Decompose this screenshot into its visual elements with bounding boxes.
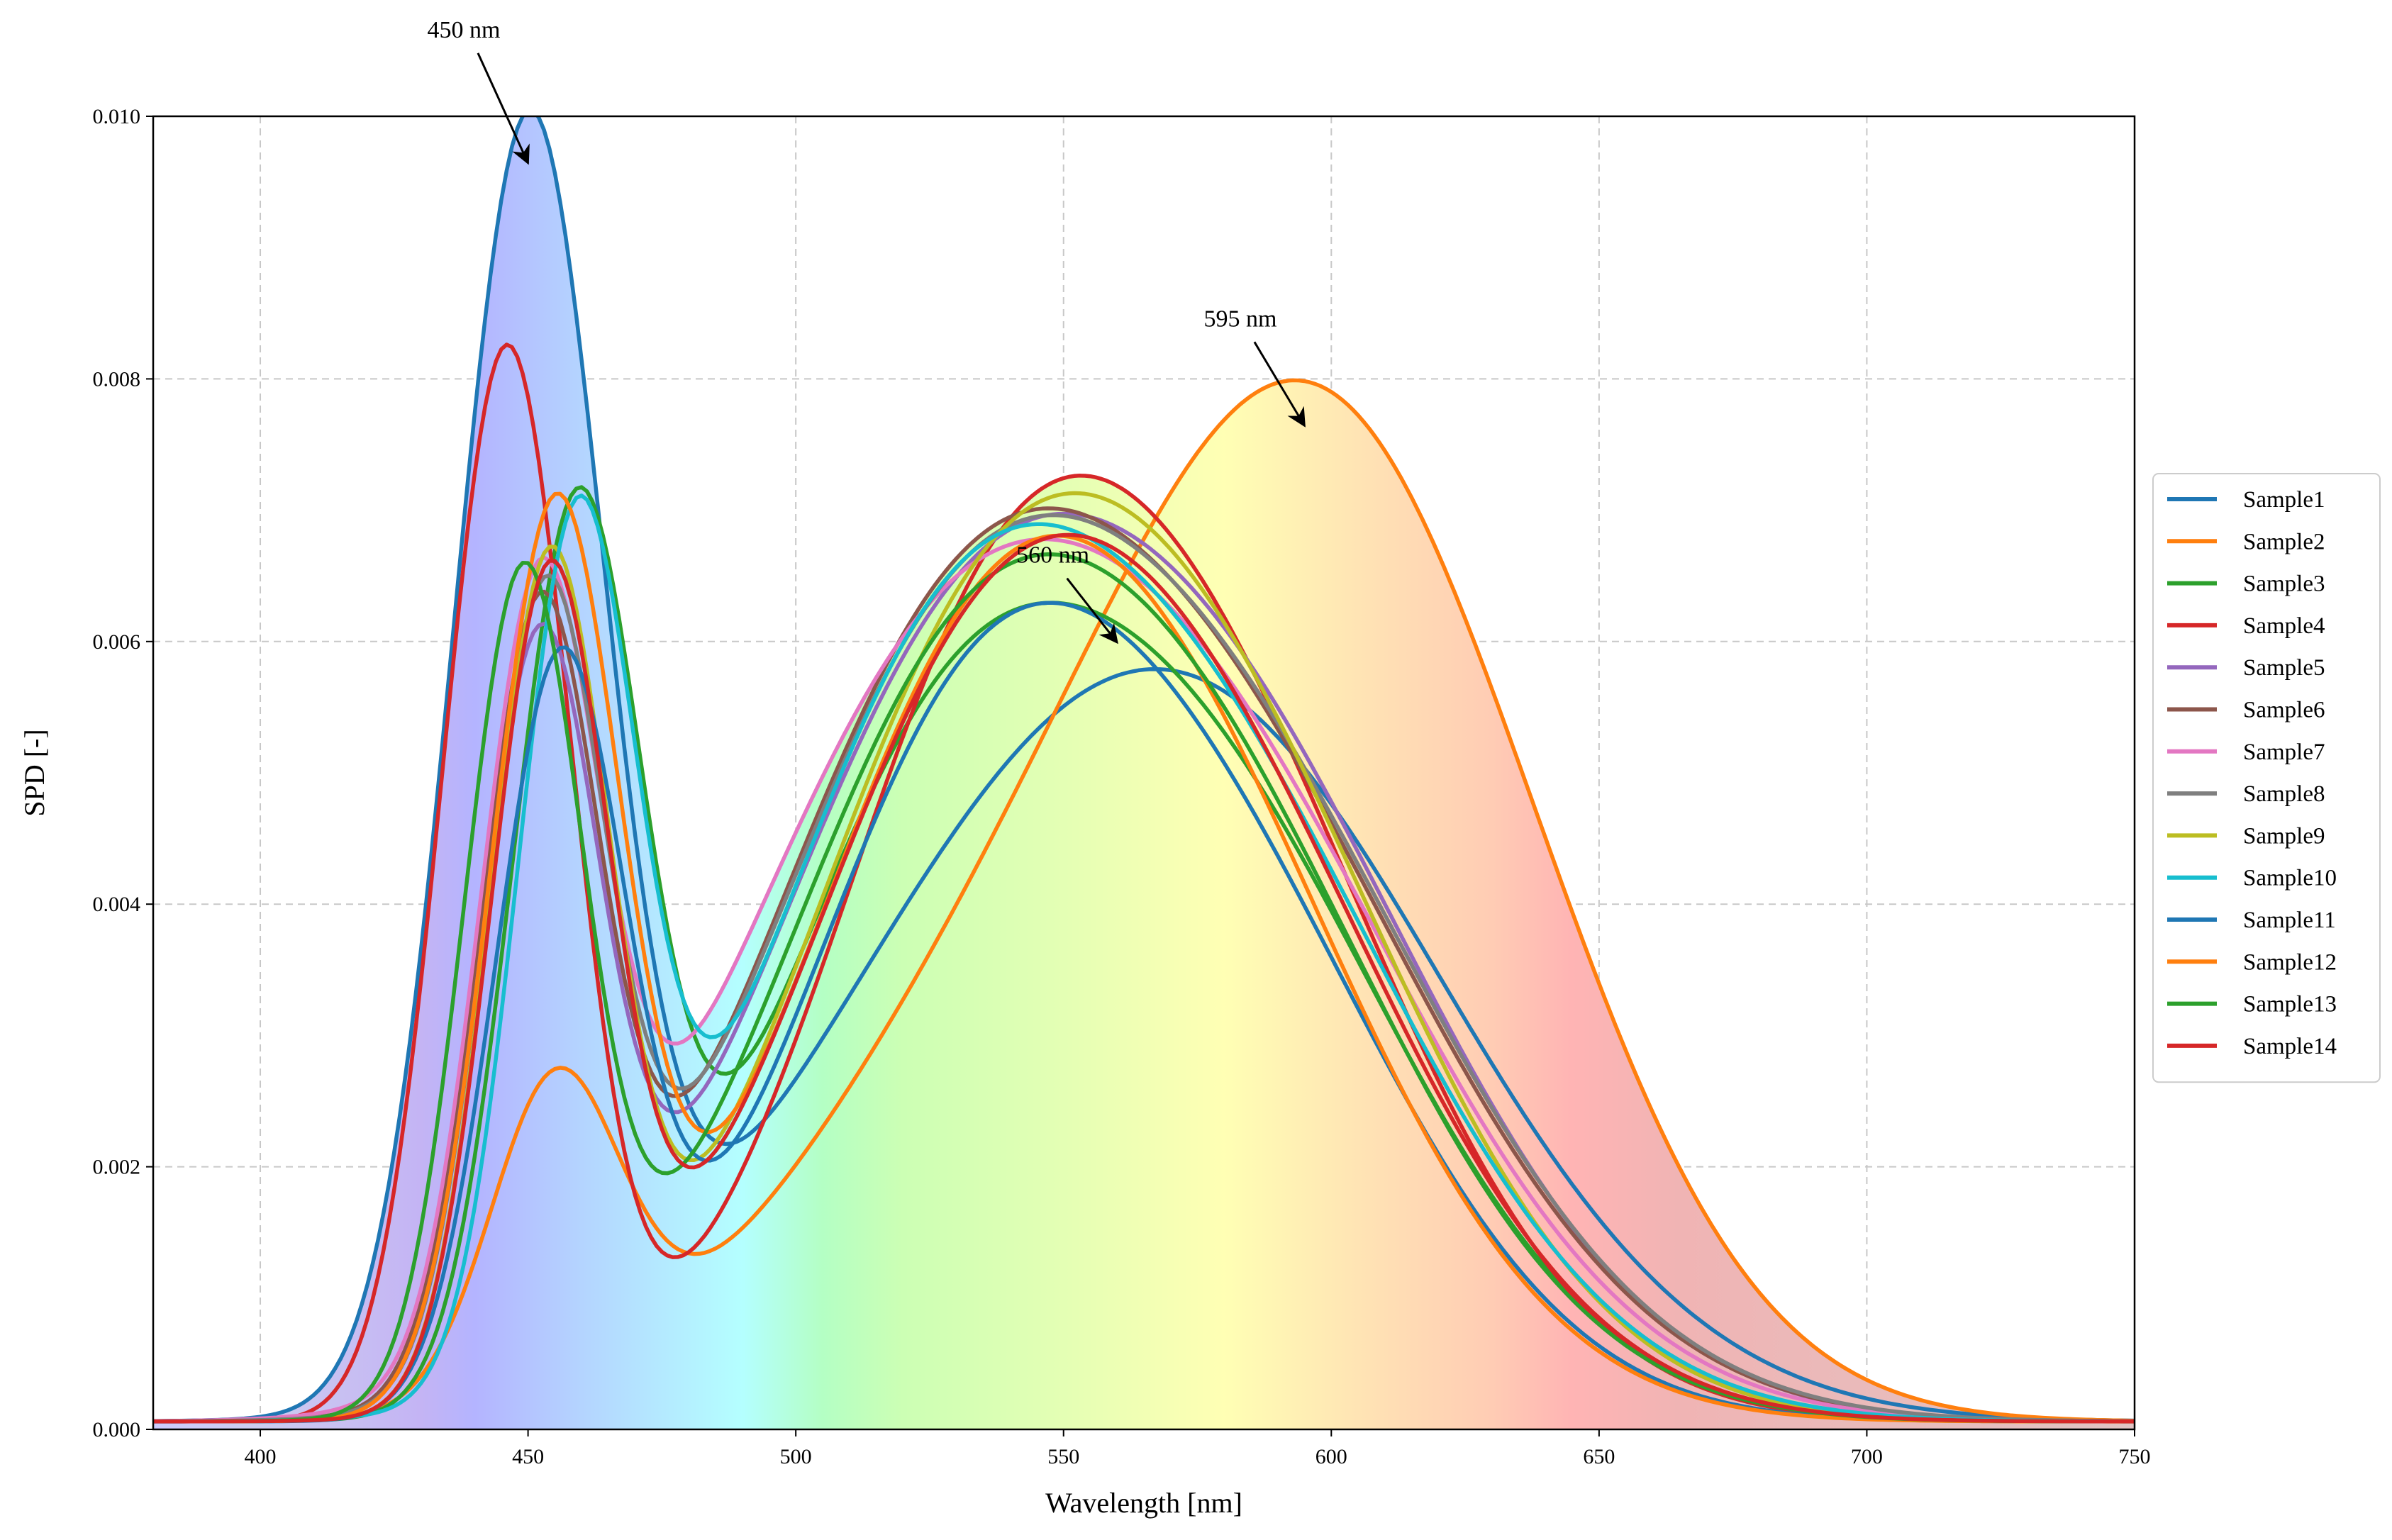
legend-label: Sample4: [2243, 613, 2325, 639]
x-tick-label: 650: [1583, 1445, 1615, 1468]
legend-label: Sample7: [2243, 740, 2325, 765]
series-line-sample1: [153, 116, 2135, 1423]
y-axis-label: SPD [-]: [18, 729, 50, 816]
y-tick-label: 0.002: [93, 1156, 141, 1179]
series-lines: [153, 116, 2135, 1424]
x-tick-label: 450: [512, 1445, 544, 1468]
annotation-label: 450 nm: [428, 17, 501, 43]
x-axis-ticks: 400 450 500 550 600 650 700 750: [245, 1429, 2151, 1468]
series-line-sample10: [153, 493, 2135, 1424]
annotation-label: 595 nm: [1203, 306, 1276, 332]
legend-label: Sample3: [2243, 571, 2325, 597]
x-tick-label: 500: [780, 1445, 812, 1468]
spectrum-fill: [153, 116, 2135, 1429]
legend-label: Sample12: [2243, 949, 2337, 975]
x-tick-label: 550: [1047, 1445, 1079, 1468]
legend-label: Sample10: [2243, 866, 2337, 891]
annotation-arrow: [1066, 577, 1118, 645]
legend-label: Sample11: [2243, 908, 2336, 933]
x-tick-label: 600: [1315, 1445, 1347, 1468]
y-axis-ticks: 0.000 0.002 0.004 0.006 0.008 0.010: [93, 105, 153, 1441]
x-axis-label: Wavelength [nm]: [1045, 1487, 1242, 1519]
legend-label: Sample13: [2243, 992, 2337, 1017]
y-tick-label: 0.004: [93, 893, 141, 916]
legend-label: Sample1: [2243, 487, 2325, 513]
legend-label: Sample5: [2243, 655, 2325, 681]
y-tick-label: 0.006: [93, 630, 141, 654]
legend-label: Sample14: [2243, 1034, 2337, 1059]
legend-label: Sample8: [2243, 781, 2325, 807]
annotation-label: 560 nm: [1016, 542, 1089, 569]
y-tick-label: 0.008: [93, 367, 141, 391]
annotation-arrow: [1253, 341, 1306, 428]
legend-label: Sample9: [2243, 823, 2325, 849]
legend: Sample1 Sample2 Sample3 Sample4 Sample5 Sampl…: [2152, 473, 2381, 1083]
legend-label: Sample6: [2243, 698, 2325, 723]
series-line-sample12: [153, 491, 2135, 1424]
legend-box: [2152, 473, 2381, 1083]
x-tick-label: 750: [2119, 1445, 2151, 1468]
series-line-sample14: [153, 532, 2135, 1424]
legend-label: Sample2: [2243, 529, 2325, 554]
y-tick-label: 0.010: [93, 105, 141, 128]
x-tick-label: 400: [245, 1445, 277, 1468]
annotation-arrow: [477, 52, 530, 165]
plot-frame: [152, 115, 2136, 1431]
series-line-sample2: [153, 378, 2135, 1424]
x-tick-label: 700: [1851, 1445, 1883, 1468]
annotations: 450 nm 595 nm 560 nm: [428, 17, 1306, 645]
y-tick-label: 0.000: [93, 1418, 141, 1441]
